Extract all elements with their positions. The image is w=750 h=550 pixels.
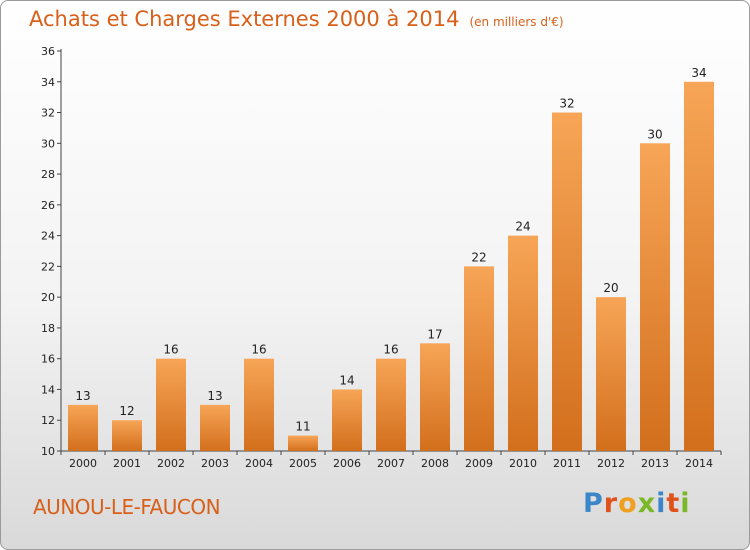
y-tick-label: 14 [41,383,55,396]
bars [68,81,714,452]
data-label-2000: 13 [75,389,90,403]
x-tick-label: 2013 [641,457,669,470]
bar-2005 [288,435,318,451]
data-label-2012: 20 [603,281,618,295]
x-tick-label: 2002 [157,457,185,470]
bar-2011 [552,112,582,452]
title-text: Achats et Charges Externes 2000 à 2014 [29,7,460,31]
x-tick-label: 2001 [113,457,141,470]
proxiti-logo[interactable]: Proxiti [583,488,691,519]
y-tick-label: 28 [41,168,55,181]
bar-2001 [112,420,142,451]
x-tick-label: 2011 [553,457,581,470]
bar-2008 [420,343,450,451]
logo-letter: P [583,488,604,519]
logo-letter: o [618,488,638,519]
y-tick-label: 26 [41,199,55,212]
y-tick-label: 34 [41,76,55,89]
data-label-2009: 22 [471,250,486,264]
commune-name: AUNOU-LE-FAUCON [33,495,221,519]
x-tick-label: 2004 [245,457,273,470]
bar-2000 [68,404,98,451]
logo-letter: t [666,488,681,519]
bar-2002 [156,358,186,451]
data-label-2013: 30 [647,127,662,141]
title-unit: (en milliers d'€) [469,15,564,29]
x-tick-label: 2005 [289,457,317,470]
data-label-2014: 34 [691,66,706,80]
logo-letter: i [656,488,667,519]
data-label-2002: 16 [163,343,178,357]
data-labels: 13 12 16 13 16 11 14 16 17 22 24 32 20 30 34 [75,66,706,434]
x-tick-label: 2007 [377,457,405,470]
bar-2012 [596,297,626,451]
y-tick-label: 18 [41,322,55,335]
x-tick-label: 2009 [465,457,493,470]
y-tick-label: 12 [41,414,55,427]
data-label-2008: 17 [427,327,442,341]
x-tick-label: 2008 [421,457,449,470]
data-label-2011: 32 [559,97,574,111]
logo-letter: r [603,488,619,519]
y-tick-label: 24 [41,230,55,243]
y-tick-label: 22 [41,260,55,273]
bar-2004 [244,358,274,451]
x-tick-label: 2006 [333,457,361,470]
bar-2006 [332,389,362,451]
bar-2007 [376,358,406,451]
data-label-2004: 16 [251,343,266,357]
y-tick-label: 16 [41,353,55,366]
y-tick-label: 36 [41,45,55,58]
x-tick-label: 2003 [201,457,229,470]
x-tick-label: 2010 [509,457,537,470]
chart-title: Achats et Charges Externes 2000 à 2014 (e… [29,7,564,31]
y-tick-label: 10 [41,445,55,458]
y-tick-label: 32 [41,107,55,120]
y-tick-label: 30 [41,137,55,150]
data-label-2010: 24 [515,220,530,234]
x-tick-label: 2000 [69,457,97,470]
data-label-2005: 11 [295,420,310,434]
axes: 10 12 14 16 18 20 22 24 26 28 30 32 34 36 2000 2001 2002… [41,45,722,470]
bar-2010 [508,235,538,451]
bar-2014 [684,81,714,452]
y-tick-label: 20 [41,291,55,304]
bar-2003 [200,404,230,451]
bar-2009 [464,266,494,451]
data-label-2001: 12 [119,404,134,418]
logo-letter: x [637,488,657,519]
data-label-2003: 13 [207,389,222,403]
bar-2013 [640,143,670,452]
data-label-2007: 16 [383,343,398,357]
logo-letter: i [680,488,691,519]
x-tick-label: 2014 [685,457,713,470]
x-tick-label: 2012 [597,457,625,470]
data-label-2006: 14 [339,373,354,387]
